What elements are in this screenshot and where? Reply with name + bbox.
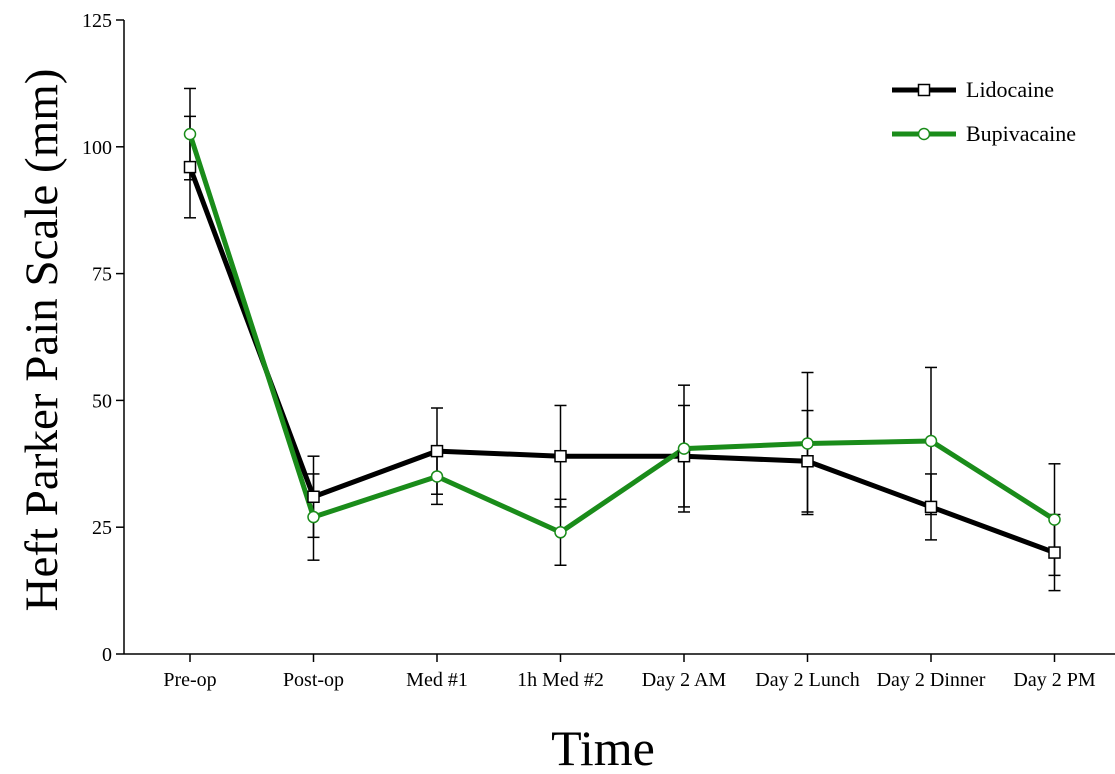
x-tick-label: Post-op — [283, 669, 344, 691]
x-tick-label: Day 2 Lunch — [755, 669, 859, 691]
marker-lidocaine — [430, 444, 444, 458]
marker-bupivacaine — [307, 510, 320, 524]
marker-lidocaine — [924, 500, 938, 514]
x-tick-label: Day 2 Dinner — [877, 669, 986, 691]
legend-label: Lidocaine — [966, 77, 1054, 102]
x-tick-label: Day 2 AM — [642, 669, 727, 691]
marker-bupivacaine — [183, 127, 197, 141]
legend-item: Bupivacaine — [892, 121, 1076, 146]
marker-lidocaine — [307, 490, 320, 504]
marker-bupivacaine — [554, 526, 567, 539]
marker-bupivacaine — [1048, 513, 1061, 526]
x-tick-label: Pre-op — [163, 669, 216, 691]
marker-lidocaine — [183, 160, 197, 174]
legend-marker-square — [917, 83, 931, 97]
data-markers — [183, 127, 1061, 559]
y-tick-label: 125 — [82, 10, 112, 32]
marker-lidocaine — [1048, 546, 1061, 559]
y-axis: 0 25 50 75 100 125 — [82, 10, 125, 666]
marker-bupivacaine — [801, 437, 814, 450]
x-axis: Pre-op Post-op Med #1 1h Med #2 Day 2 AM Day … — [124, 653, 1115, 691]
y-axis-title: Heft Parker Pain Scale (mm) — [16, 69, 68, 612]
y-tick-label: 0 — [102, 644, 112, 666]
marker-lidocaine — [801, 455, 814, 468]
series-lines — [187, 133, 1056, 555]
legend-label: Bupivacaine — [966, 121, 1076, 146]
y-tick-label: 100 — [82, 137, 112, 159]
marker-lidocaine — [554, 449, 567, 463]
legend: Lidocaine Bupivacaine — [892, 77, 1076, 146]
x-tick-label: 1h Med #2 — [517, 669, 604, 691]
legend-marker-circle — [917, 127, 931, 141]
series-line-bupivacaine — [187, 133, 1056, 535]
marker-bupivacaine — [677, 442, 691, 455]
y-tick-label: 50 — [92, 390, 112, 412]
x-tick-label: Day 2 PM — [1013, 669, 1095, 691]
series-line-lidocaine — [187, 166, 1056, 555]
marker-bupivacaine — [924, 434, 938, 448]
x-axis-title: Time — [551, 720, 655, 774]
x-tick-label: Med #1 — [406, 669, 468, 691]
legend-item: Lidocaine — [892, 77, 1054, 102]
y-tick-label: 25 — [92, 517, 112, 539]
y-tick-label: 75 — [92, 264, 112, 286]
marker-bupivacaine — [430, 470, 444, 483]
